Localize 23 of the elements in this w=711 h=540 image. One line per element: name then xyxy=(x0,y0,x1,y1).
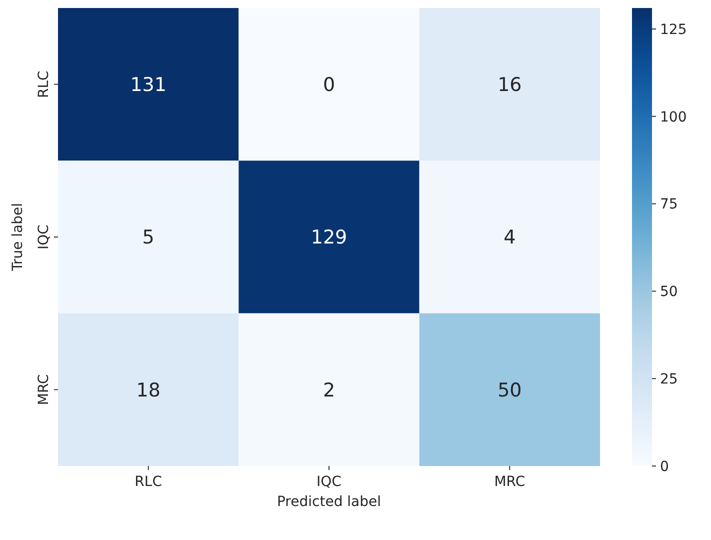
color-bar-label: 0 xyxy=(660,458,669,475)
x-axis-title: Predicted label xyxy=(276,494,382,510)
color-bar-label: 100 xyxy=(660,109,687,126)
data-label: 2 xyxy=(322,379,336,402)
data-label: 4 xyxy=(504,226,516,249)
y-tick-label: MRC xyxy=(36,374,52,406)
color-bar-label: 25 xyxy=(660,371,678,388)
color-bar-label: 125 xyxy=(660,22,687,38)
data-label: 16 xyxy=(498,74,522,96)
data-label: 5 xyxy=(142,226,154,249)
color-bar-label: 75 xyxy=(660,196,678,213)
x-tick-label: IQC xyxy=(316,474,342,490)
data-label: 50 xyxy=(498,379,522,402)
data-label: 131 xyxy=(130,74,166,96)
x-tick-label: RLC xyxy=(134,474,162,490)
color-bar-label: 50 xyxy=(660,284,678,300)
data-label: 18 xyxy=(136,379,160,402)
y-tick-label: IQC xyxy=(36,224,52,250)
data-label: 0 xyxy=(322,74,336,96)
y-axis-title: True label xyxy=(10,202,26,272)
y-tick-label: RLC xyxy=(36,70,52,98)
data-label: 129 xyxy=(310,226,348,249)
x-tick-label: MRC xyxy=(494,474,526,490)
